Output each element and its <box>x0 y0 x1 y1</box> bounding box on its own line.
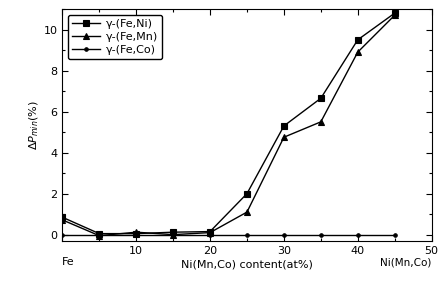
Y-axis label: $\Delta P_{min}$(%): $\Delta P_{min}$(%) <box>27 100 40 150</box>
γ-(Fe,Mn) <box>281 135 287 139</box>
γ-(Fe,Ni) <box>207 230 213 233</box>
γ-(Fe,Co) <box>134 233 139 237</box>
γ-(Fe,Ni) <box>355 38 360 42</box>
γ-(Fe,Mn) <box>134 230 139 234</box>
Text: Ni(Mn,Co): Ni(Mn,Co) <box>380 257 432 267</box>
γ-(Fe,Co) <box>281 233 287 237</box>
γ-(Fe,Mn) <box>392 13 397 17</box>
γ-(Fe,Ni) <box>244 192 250 195</box>
X-axis label: Ni(Mn,Co) content(at%): Ni(Mn,Co) content(at%) <box>181 260 313 270</box>
γ-(Fe,Mn) <box>170 233 176 237</box>
γ-(Fe,Mn) <box>60 218 65 222</box>
γ-(Fe,Co) <box>60 233 65 237</box>
γ-(Fe,Co) <box>318 233 324 237</box>
γ-(Fe,Ni) <box>134 232 139 235</box>
γ-(Fe,Mn) <box>244 210 250 214</box>
γ-(Fe,Ni) <box>281 124 287 128</box>
γ-(Fe,Ni) <box>318 96 324 100</box>
γ-(Fe,Co) <box>97 233 102 237</box>
γ-(Fe,Ni) <box>60 216 65 219</box>
γ-(Fe,Co) <box>355 233 360 237</box>
γ-(Fe,Mn) <box>355 50 360 54</box>
γ-(Fe,Co) <box>244 233 250 237</box>
γ-(Fe,Mn) <box>207 231 213 234</box>
γ-(Fe,Mn) <box>97 234 102 237</box>
γ-(Fe,Co) <box>392 233 397 237</box>
γ-(Fe,Co) <box>207 233 213 237</box>
γ-(Fe,Co) <box>170 233 176 237</box>
γ-(Fe,Ni) <box>97 232 102 235</box>
Legend: γ-(Fe,Ni), γ-(Fe,Mn), γ-(Fe,Co): γ-(Fe,Ni), γ-(Fe,Mn), γ-(Fe,Co) <box>68 14 162 59</box>
Line: γ-(Fe,Co): γ-(Fe,Co) <box>59 231 398 238</box>
γ-(Fe,Ni) <box>170 230 176 234</box>
Text: Fe: Fe <box>62 257 75 267</box>
Line: γ-(Fe,Ni): γ-(Fe,Ni) <box>60 10 397 236</box>
Line: γ-(Fe,Mn): γ-(Fe,Mn) <box>59 12 398 239</box>
γ-(Fe,Mn) <box>318 120 324 124</box>
γ-(Fe,Ni) <box>392 11 397 15</box>
